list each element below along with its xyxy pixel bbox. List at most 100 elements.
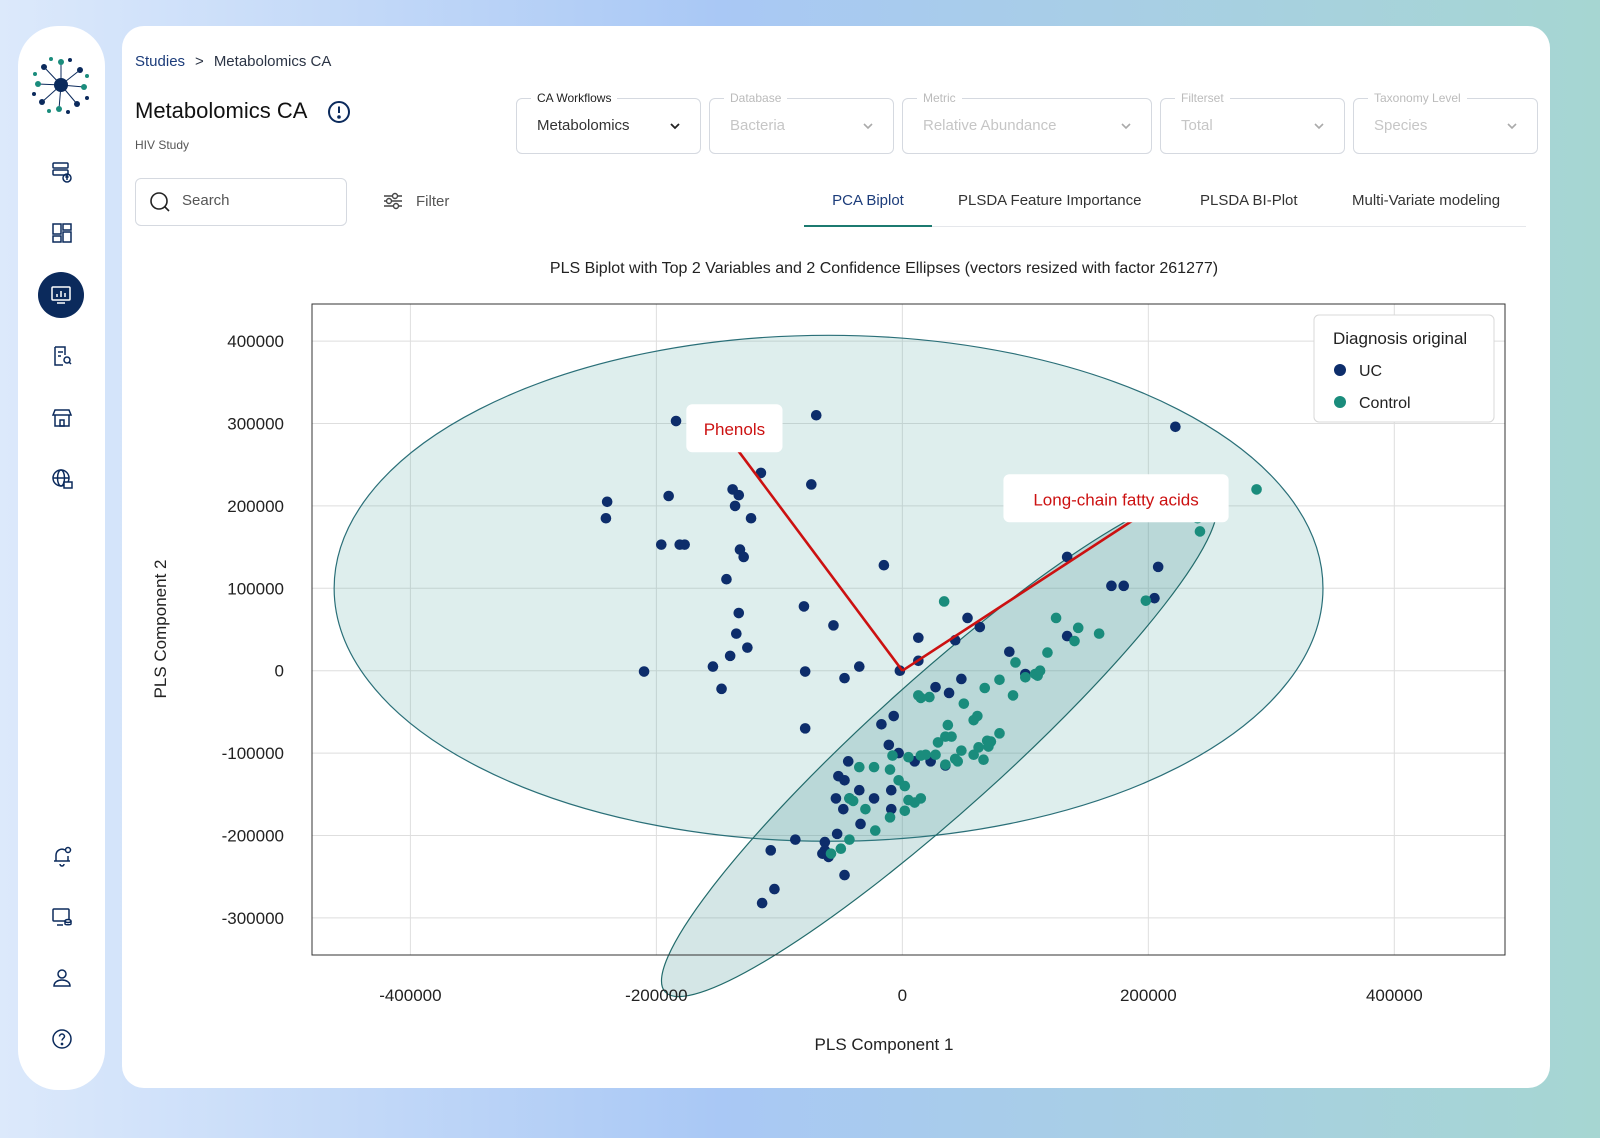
data-point-uc bbox=[724, 650, 736, 662]
data-point-uc bbox=[913, 632, 924, 644]
y-tick-label: 300000 bbox=[227, 414, 284, 433]
data-point-uc bbox=[769, 883, 780, 895]
data-point-control bbox=[915, 793, 927, 804]
pls-biplot-chart: PLS Biplot with Top 2 Variables and 2 Co… bbox=[151, 260, 1506, 1054]
ca-workflows-dropdown[interactable]: CA Workflows Metabolomics bbox=[516, 91, 701, 154]
info-icon[interactable] bbox=[327, 100, 351, 129]
breadcrumb-studies[interactable]: Studies bbox=[135, 53, 186, 70]
data-point-uc bbox=[765, 845, 777, 856]
data-point-uc bbox=[838, 803, 849, 815]
data-point-uc bbox=[733, 489, 745, 501]
dropdown-label: Metric bbox=[917, 91, 962, 105]
chart-title: PLS Biplot with Top 2 Variables and 2 Co… bbox=[550, 260, 1218, 277]
data-point-uc bbox=[855, 818, 866, 830]
data-point-uc bbox=[1152, 561, 1164, 573]
tab-plsda-feature-importance[interactable]: PLSDA Feature Importance bbox=[958, 192, 1142, 209]
data-point-uc bbox=[830, 793, 842, 804]
data-point-control bbox=[1072, 622, 1084, 634]
data-point-control bbox=[1010, 657, 1021, 668]
data-point-uc bbox=[810, 409, 822, 421]
chevron-down-icon bbox=[1121, 123, 1131, 130]
taxonomy-level-dropdown[interactable]: Taxonomy Level Species bbox=[1353, 91, 1538, 154]
dashboard-icon[interactable] bbox=[42, 213, 82, 253]
legend-marker-uc bbox=[1334, 364, 1346, 376]
data-point-uc bbox=[819, 836, 831, 848]
data-point-uc bbox=[956, 673, 967, 685]
data-point-control bbox=[1007, 690, 1019, 701]
plot-frame bbox=[311, 303, 1506, 956]
data-point-uc bbox=[1004, 646, 1015, 658]
tab-pca-biplot[interactable]: PCA Biplot bbox=[804, 192, 932, 227]
x-tick-label: -400000 bbox=[379, 986, 441, 1005]
chevron-down-icon bbox=[1314, 123, 1324, 130]
data-point-uc bbox=[742, 642, 753, 653]
filter-button[interactable]: Filter bbox=[382, 190, 449, 212]
dropdown-label: CA Workflows bbox=[531, 91, 618, 105]
data-point-control bbox=[973, 742, 984, 753]
y-tick-label: 100000 bbox=[227, 579, 284, 598]
y-tick-label: -300000 bbox=[222, 909, 284, 928]
data-point-uc bbox=[707, 661, 719, 672]
search-icon bbox=[150, 192, 170, 212]
data-point-uc bbox=[733, 607, 745, 619]
database-dropdown[interactable]: Database Bacteria bbox=[709, 91, 894, 154]
monitor-database-icon[interactable] bbox=[42, 897, 82, 937]
data-point-control bbox=[1194, 526, 1206, 537]
data-point-uc bbox=[1170, 421, 1181, 433]
data-point-uc bbox=[1118, 580, 1130, 592]
data-point-control bbox=[942, 719, 954, 731]
data-point-uc bbox=[883, 739, 895, 751]
data-point-control bbox=[983, 741, 994, 752]
chart-legend: Diagnosis original UC Control bbox=[1313, 314, 1495, 423]
dropdown-value: Bacteria bbox=[730, 117, 786, 134]
y-tick-label: 200000 bbox=[227, 497, 284, 516]
data-point-uc bbox=[839, 672, 850, 684]
vector-long-chain-fatty-acids bbox=[901, 517, 1137, 672]
x-tick-label: -200000 bbox=[625, 986, 687, 1005]
dropdown-label: Database bbox=[724, 91, 788, 105]
database-upload-icon[interactable] bbox=[42, 152, 82, 192]
tab-plsda-bi-plot[interactable]: PLSDA BI-Plot bbox=[1200, 192, 1298, 209]
globe-server-icon[interactable] bbox=[42, 459, 82, 499]
data-point-uc bbox=[601, 496, 613, 508]
data-point-control bbox=[1251, 484, 1262, 495]
data-point-control bbox=[1093, 628, 1105, 639]
search-input[interactable] bbox=[180, 191, 334, 210]
data-point-control bbox=[899, 805, 911, 817]
data-point-control bbox=[1034, 665, 1046, 677]
vector-label-box-long-chain-fatty-acids bbox=[1003, 474, 1229, 523]
vector-label-long-chain-fatty-acids: Long-chain fatty acids bbox=[1033, 490, 1198, 509]
data-point-uc bbox=[655, 539, 667, 550]
app-logo[interactable] bbox=[30, 54, 92, 121]
chevron-down-icon bbox=[863, 123, 873, 130]
document-search-icon[interactable] bbox=[42, 336, 82, 376]
filterset-dropdown[interactable]: Filterset Total bbox=[1160, 91, 1345, 154]
tab-bar: PCA Biplot PLSDA Feature Importance PLSD… bbox=[804, 192, 1526, 227]
main-panel: Studies > Metabolomics CA Metabolomics C… bbox=[122, 26, 1550, 1088]
data-point-uc bbox=[1106, 580, 1117, 592]
data-point-control bbox=[994, 674, 1005, 686]
page-title: Metabolomics CA bbox=[135, 98, 308, 123]
y-tick-label: -200000 bbox=[222, 827, 284, 846]
analytics-monitor-icon[interactable] bbox=[38, 272, 84, 318]
x-tick-label: 400000 bbox=[1366, 986, 1423, 1005]
data-point-uc bbox=[670, 415, 682, 427]
store-icon[interactable] bbox=[42, 398, 82, 438]
data-point-control bbox=[994, 728, 1005, 739]
data-point-control bbox=[1069, 635, 1080, 647]
data-point-uc bbox=[1149, 592, 1160, 604]
vector-label-phenols: Phenols bbox=[704, 420, 765, 439]
data-point-uc bbox=[831, 828, 843, 840]
data-point-control bbox=[844, 834, 855, 845]
metric-dropdown[interactable]: Metric Relative Abundance bbox=[902, 91, 1152, 154]
notification-bell-icon[interactable] bbox=[42, 836, 82, 876]
data-point-uc bbox=[790, 834, 801, 845]
user-icon[interactable] bbox=[42, 958, 82, 998]
y-axis-label: PLS Component 2 bbox=[151, 560, 170, 699]
data-point-control bbox=[903, 751, 914, 763]
help-icon[interactable] bbox=[42, 1019, 82, 1059]
data-point-uc bbox=[738, 551, 749, 563]
data-point-uc bbox=[943, 687, 955, 699]
tab-multi-variate-modeling[interactable]: Multi-Variate modeling bbox=[1352, 192, 1501, 209]
data-point-control bbox=[860, 803, 871, 815]
